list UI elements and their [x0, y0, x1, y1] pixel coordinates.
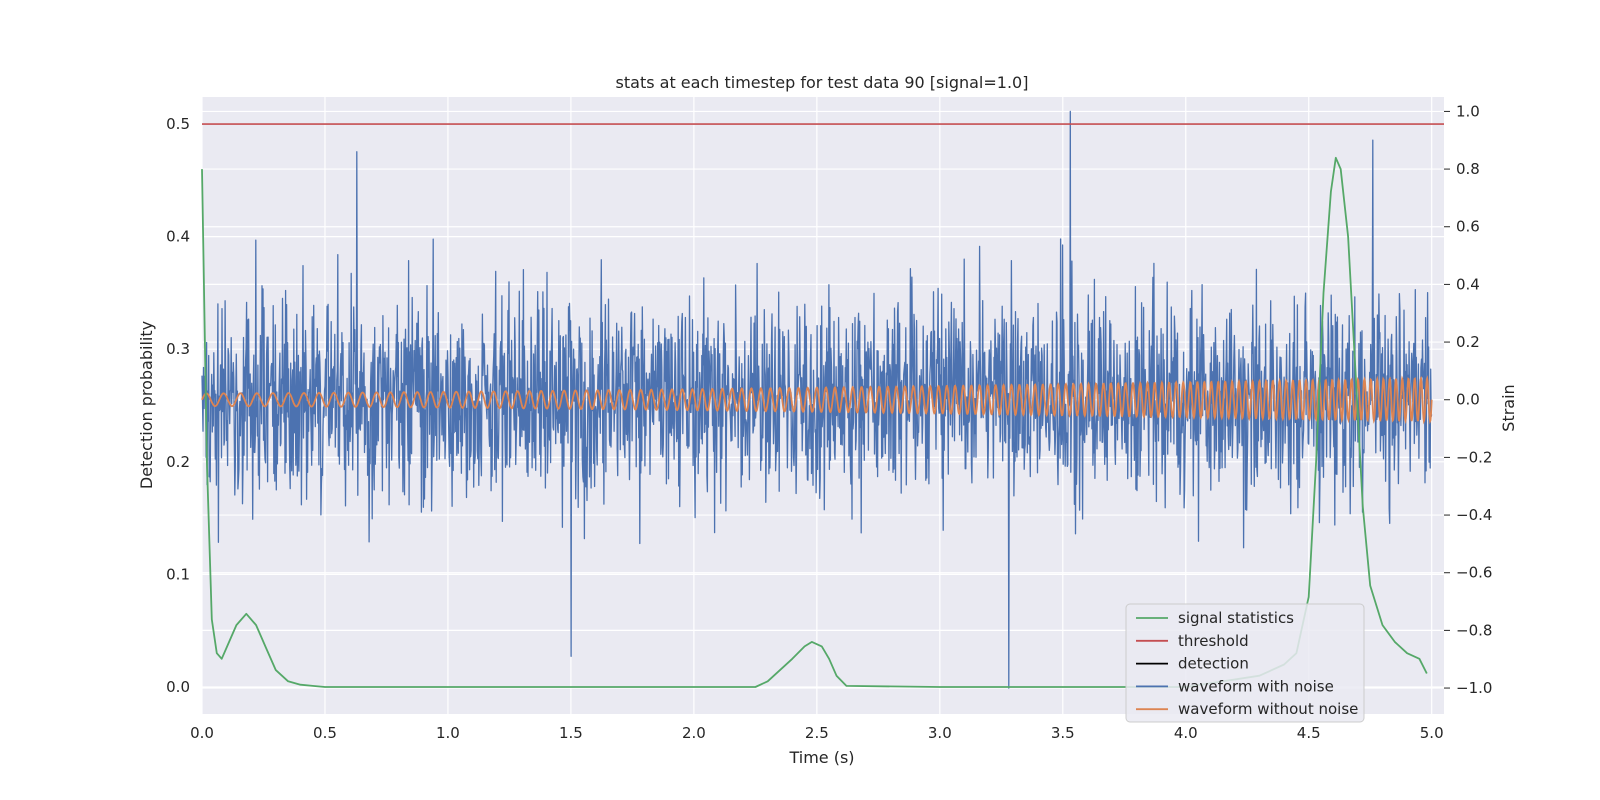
- y-right-tick-label: −0.8: [1456, 621, 1492, 639]
- series-lines: [201, 110, 1444, 689]
- x-tick-label: 2.0: [682, 724, 706, 742]
- y-left-tick-label: 0.4: [166, 228, 190, 246]
- chart-title: stats at each timestep for test data 90 …: [616, 73, 1029, 92]
- y-left-tick-label: 0.0: [166, 678, 190, 696]
- legend-label: threshold: [1178, 632, 1249, 650]
- x-tick-label: 0.0: [190, 724, 214, 742]
- y-left-tick-label: 0.5: [166, 115, 190, 133]
- x-tick-label: 5.0: [1420, 724, 1444, 742]
- y-left-tick-label: 0.2: [166, 453, 190, 471]
- x-tick-label: 1.0: [436, 724, 460, 742]
- legend-label: waveform with noise: [1178, 677, 1334, 695]
- x-tick-label: 1.5: [559, 724, 583, 742]
- x-tick-label: 3.5: [1051, 724, 1075, 742]
- x-axis-title: Time (s): [788, 748, 854, 767]
- x-tick-label: 4.5: [1297, 724, 1321, 742]
- axes: 0.0 0.5 1.0 1.5 2.0 2.5 3.0 3.5 4.0 4.5 5.0 0.0 0.1 0…: [166, 102, 1492, 742]
- y-left-tick-label: 0.1: [166, 565, 190, 583]
- y-right-tick-label: 0.0: [1456, 391, 1480, 409]
- legend: signal statistics threshold detection wavef…: [1125, 603, 1365, 723]
- legend-label: detection: [1178, 655, 1249, 673]
- y-right-tick-label: 0.4: [1456, 275, 1480, 293]
- x-tick-label: 0.5: [313, 724, 337, 742]
- legend-box: [1125, 603, 1365, 723]
- y-right-tick-label: −0.6: [1456, 564, 1492, 582]
- x-tick-label: 2.5: [805, 724, 829, 742]
- y-right-tick-label: 0.6: [1456, 218, 1480, 236]
- series-waveform-without-noise: [201, 375, 1433, 425]
- y-right-tick-label: −0.4: [1456, 506, 1492, 524]
- legend-label: signal statistics: [1178, 609, 1294, 627]
- y-right-tick-label: −1.0: [1456, 679, 1492, 697]
- y-right-axis-title: Strain: [1499, 384, 1518, 431]
- legend-label: waveform without noise: [1178, 700, 1358, 718]
- y-left-axis-title: Detection probability: [137, 321, 156, 489]
- y-right-tick-label: 1.0: [1456, 102, 1480, 120]
- series-signal-statistics: [201, 156, 1428, 688]
- y-right-tick-label: 0.2: [1456, 333, 1480, 351]
- y-right-tick-label: 0.8: [1456, 160, 1480, 178]
- x-tick-label: 4.0: [1174, 724, 1198, 742]
- y-left-tick-label: 0.3: [166, 340, 190, 358]
- series-waveform-with-noise: [201, 110, 1433, 689]
- x-tick-label: 3.0: [928, 724, 952, 742]
- y-right-tick-label: −0.2: [1456, 448, 1492, 466]
